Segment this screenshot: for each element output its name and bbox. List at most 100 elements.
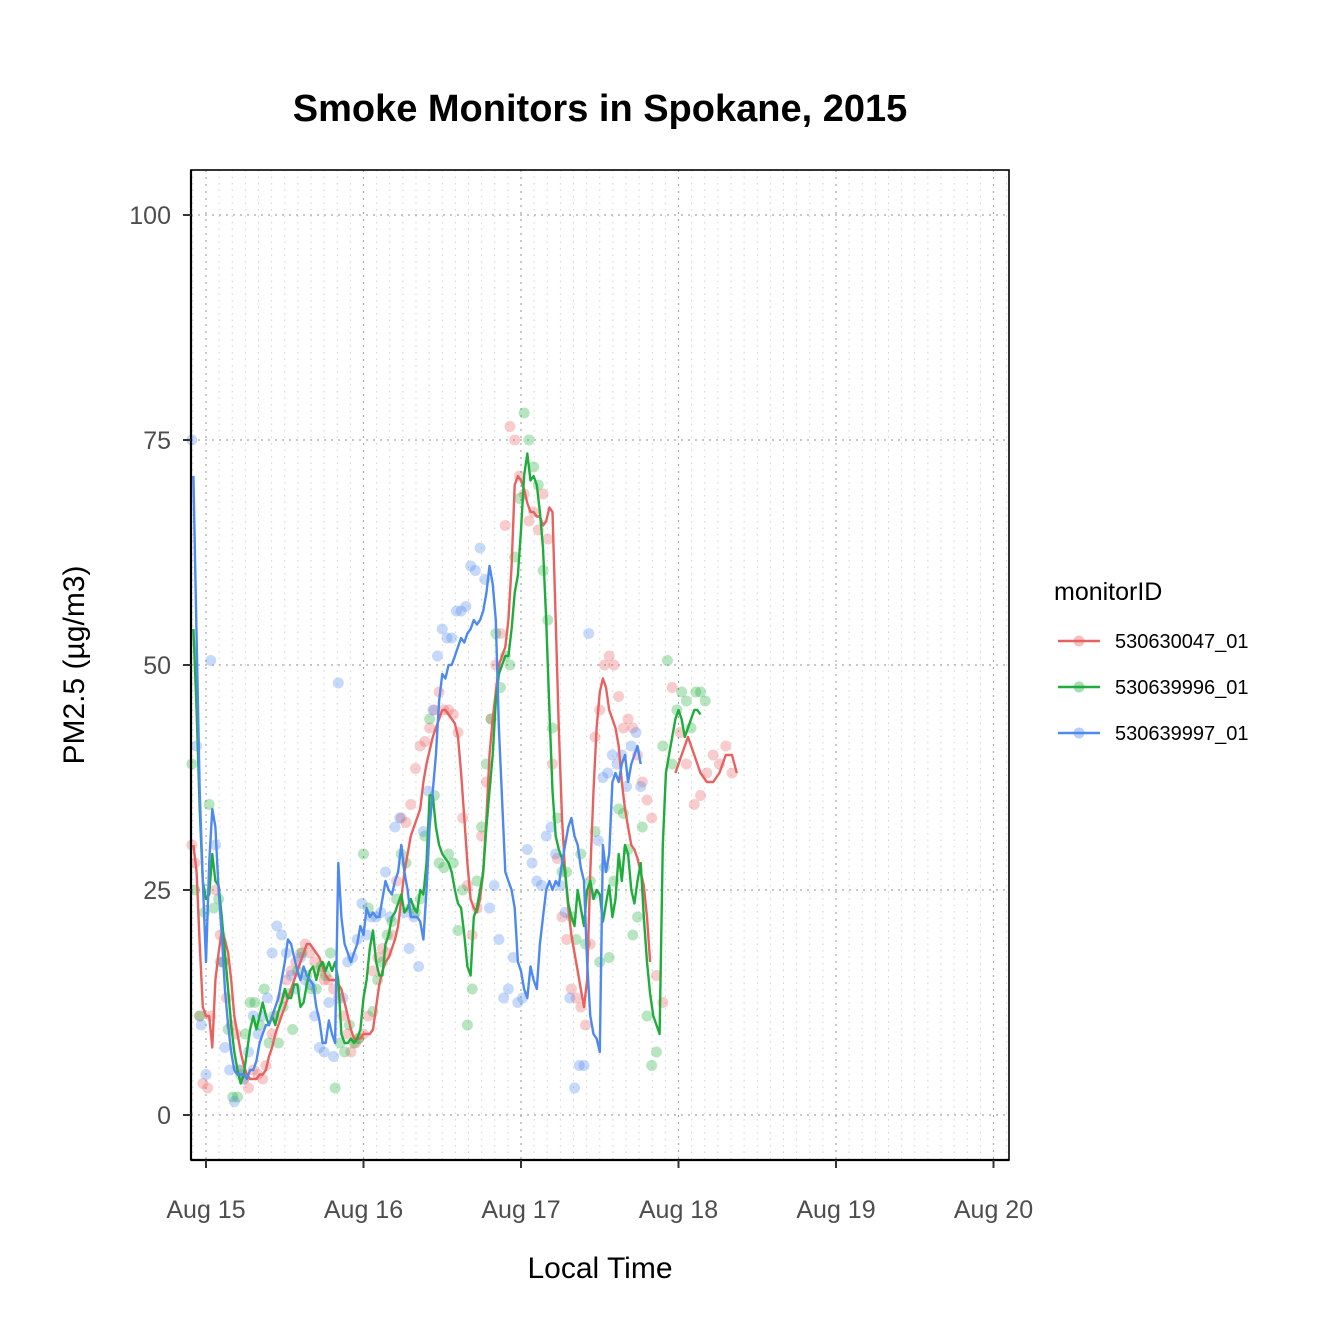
data-point-series-1: [309, 956, 321, 968]
series-line-1: [192, 474, 652, 1081]
x-tick-label: Aug 19: [796, 1196, 875, 1224]
data-point-series-2: [339, 1046, 351, 1058]
data-point-series-2: [443, 848, 455, 860]
data-point-series-3: [531, 875, 543, 887]
data-point-series-1: [395, 812, 407, 824]
data-point-series-3: [630, 727, 642, 738]
legend-label: 530639997_01: [1115, 723, 1248, 745]
series-line-3: [192, 475, 642, 1081]
data-point-series-1: [499, 520, 511, 531]
x-tick-label: Aug 20: [954, 1196, 1033, 1224]
data-point-series-2: [632, 911, 644, 923]
data-point-series-1: [666, 682, 678, 693]
data-point-series-1: [419, 736, 431, 747]
legend: 530630047_01 530639996_01 530639997_01: [1058, 631, 1248, 745]
data-point-series-2: [203, 799, 215, 810]
data-point-series-1: [197, 1078, 209, 1089]
data-point-series-3: [583, 628, 595, 639]
data-point-series-3: [403, 943, 415, 954]
data-point-series-3: [313, 1042, 325, 1053]
data-point-series-1: [243, 1082, 255, 1094]
data-point-series-1: [443, 704, 455, 716]
data-point-series-3: [597, 772, 609, 783]
data-point-series-1: [280, 974, 292, 986]
data-point-series-3: [394, 812, 406, 824]
data-point-series-3: [507, 952, 519, 963]
data-point-series-3: [625, 740, 637, 752]
data-point-series-3: [512, 997, 524, 1008]
data-point-series-1: [424, 722, 436, 734]
data-point-series-3: [535, 880, 547, 891]
data-point-series-1: [680, 758, 692, 770]
data-point-series-3: [569, 1082, 581, 1094]
data-point-series-1: [622, 713, 634, 725]
data-point-series-2: [461, 1019, 473, 1031]
data-point-series-3: [195, 1019, 207, 1031]
y-tick-label: 75: [143, 427, 171, 455]
data-point-series-1: [345, 1046, 357, 1058]
data-point-series-1: [367, 965, 379, 977]
data-point-series-2: [249, 997, 261, 1008]
data-point-series-1: [414, 740, 426, 752]
data-point-series-3: [356, 898, 368, 909]
y-tick-label: 0: [157, 1102, 171, 1130]
data-point-series-1: [650, 970, 662, 981]
data-point-series-2: [424, 713, 436, 725]
y-ticks: 0 25 50 75 100: [129, 202, 191, 1130]
data-point-series-2: [523, 434, 535, 446]
data-point-series-2: [547, 722, 558, 734]
data-point-series-3: [205, 655, 217, 666]
data-point-series-1: [285, 965, 297, 977]
data-point-series-3: [228, 1096, 240, 1107]
data-point-series-1: [202, 1082, 214, 1094]
data-point-series-3: [526, 857, 538, 869]
data-point-series-1: [556, 911, 568, 923]
data-point-series-2: [603, 952, 615, 963]
data-point-series-3: [540, 830, 552, 842]
data-point-series-1: [594, 704, 606, 716]
data-point-series-2: [272, 1037, 284, 1049]
x-tick-label: Aug 18: [639, 1196, 718, 1224]
series-line-2: [192, 452, 702, 1085]
data-point-series-3: [436, 623, 448, 635]
legend-label: 530639996_01: [1115, 677, 1248, 699]
data-point-series-1: [570, 992, 582, 1004]
data-point-series-2: [676, 686, 688, 698]
data-point-series-3: [219, 1042, 231, 1053]
data-point-series-3: [564, 992, 576, 1004]
data-point-series-3: [578, 1060, 590, 1071]
data-point-series-2: [641, 1010, 653, 1022]
data-point-series-2: [680, 695, 692, 707]
data-point-series-2: [438, 862, 450, 873]
data-point-series-1: [636, 776, 648, 788]
data-point-series-2: [194, 1010, 206, 1022]
data-point-series-3: [493, 934, 505, 945]
data-point-series-3: [417, 826, 429, 837]
data-point-series-1: [523, 515, 535, 527]
legend-key-point: [1073, 681, 1085, 693]
data-point-series-3: [224, 1064, 236, 1076]
data-point-series-3: [413, 961, 425, 972]
data-point-series-1: [428, 704, 440, 716]
data-point-series-1: [257, 1073, 269, 1085]
series-lines: [192, 452, 738, 1085]
data-point-series-2: [613, 803, 625, 815]
data-point-series-2: [232, 1091, 243, 1103]
data-point-series-2: [518, 407, 530, 419]
legend-label: 530630047_01: [1115, 631, 1248, 653]
data-point-series-2: [650, 1046, 662, 1058]
data-point-series-2: [457, 884, 469, 896]
data-point-series-3: [460, 601, 472, 612]
data-point-series-2: [690, 686, 702, 698]
data-point-series-1: [304, 947, 316, 959]
data-point-series-2: [528, 461, 540, 473]
data-point-series-1: [561, 934, 573, 945]
data-point-series-1: [603, 650, 615, 662]
data-point-series-2: [466, 983, 478, 995]
data-point-series-3: [276, 929, 288, 941]
data-point-series-3: [328, 1051, 340, 1062]
data-point-series-2: [695, 686, 707, 698]
data-point-series-1: [457, 812, 469, 824]
